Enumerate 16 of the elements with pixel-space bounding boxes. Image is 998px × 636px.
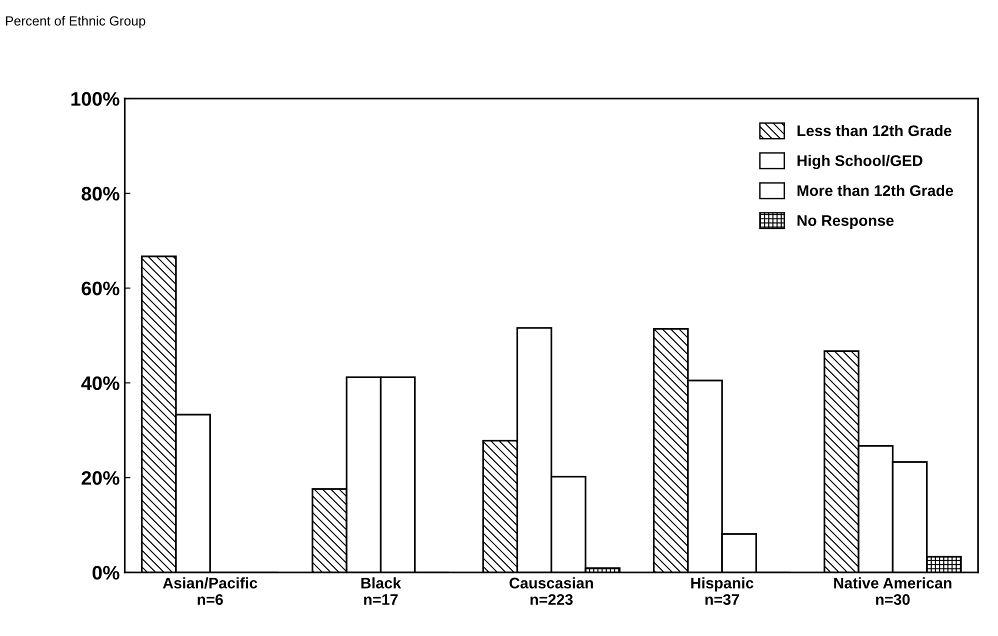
legend-label: More than 12th Grade bbox=[798, 184, 954, 196]
y-tick-label: 60% bbox=[82, 282, 120, 296]
x-tick-label: Hispanic n=37 bbox=[691, 577, 754, 605]
x-tick-label: Asian/Pacific n=6 bbox=[162, 577, 258, 605]
x-tick-label: Native American n=30 bbox=[834, 577, 952, 605]
legend-label: No Response bbox=[798, 215, 894, 229]
legend-label: Less than 12th Grade bbox=[798, 124, 952, 136]
y-tick-label: 20% bbox=[82, 471, 120, 485]
y-tick-label: 0% bbox=[92, 566, 120, 580]
legend-label: High School/GED bbox=[798, 154, 922, 170]
y-tick-label: 40% bbox=[81, 376, 120, 390]
x-tick-label: Black n=17 bbox=[361, 577, 402, 605]
y-tick-label: 100% bbox=[71, 92, 120, 106]
y-tick-label: 80% bbox=[82, 186, 120, 201]
y-axis-title: Percent of Ethnic Group bbox=[6, 16, 146, 28]
x-tick-label: Causcasian n=223 bbox=[510, 577, 593, 605]
